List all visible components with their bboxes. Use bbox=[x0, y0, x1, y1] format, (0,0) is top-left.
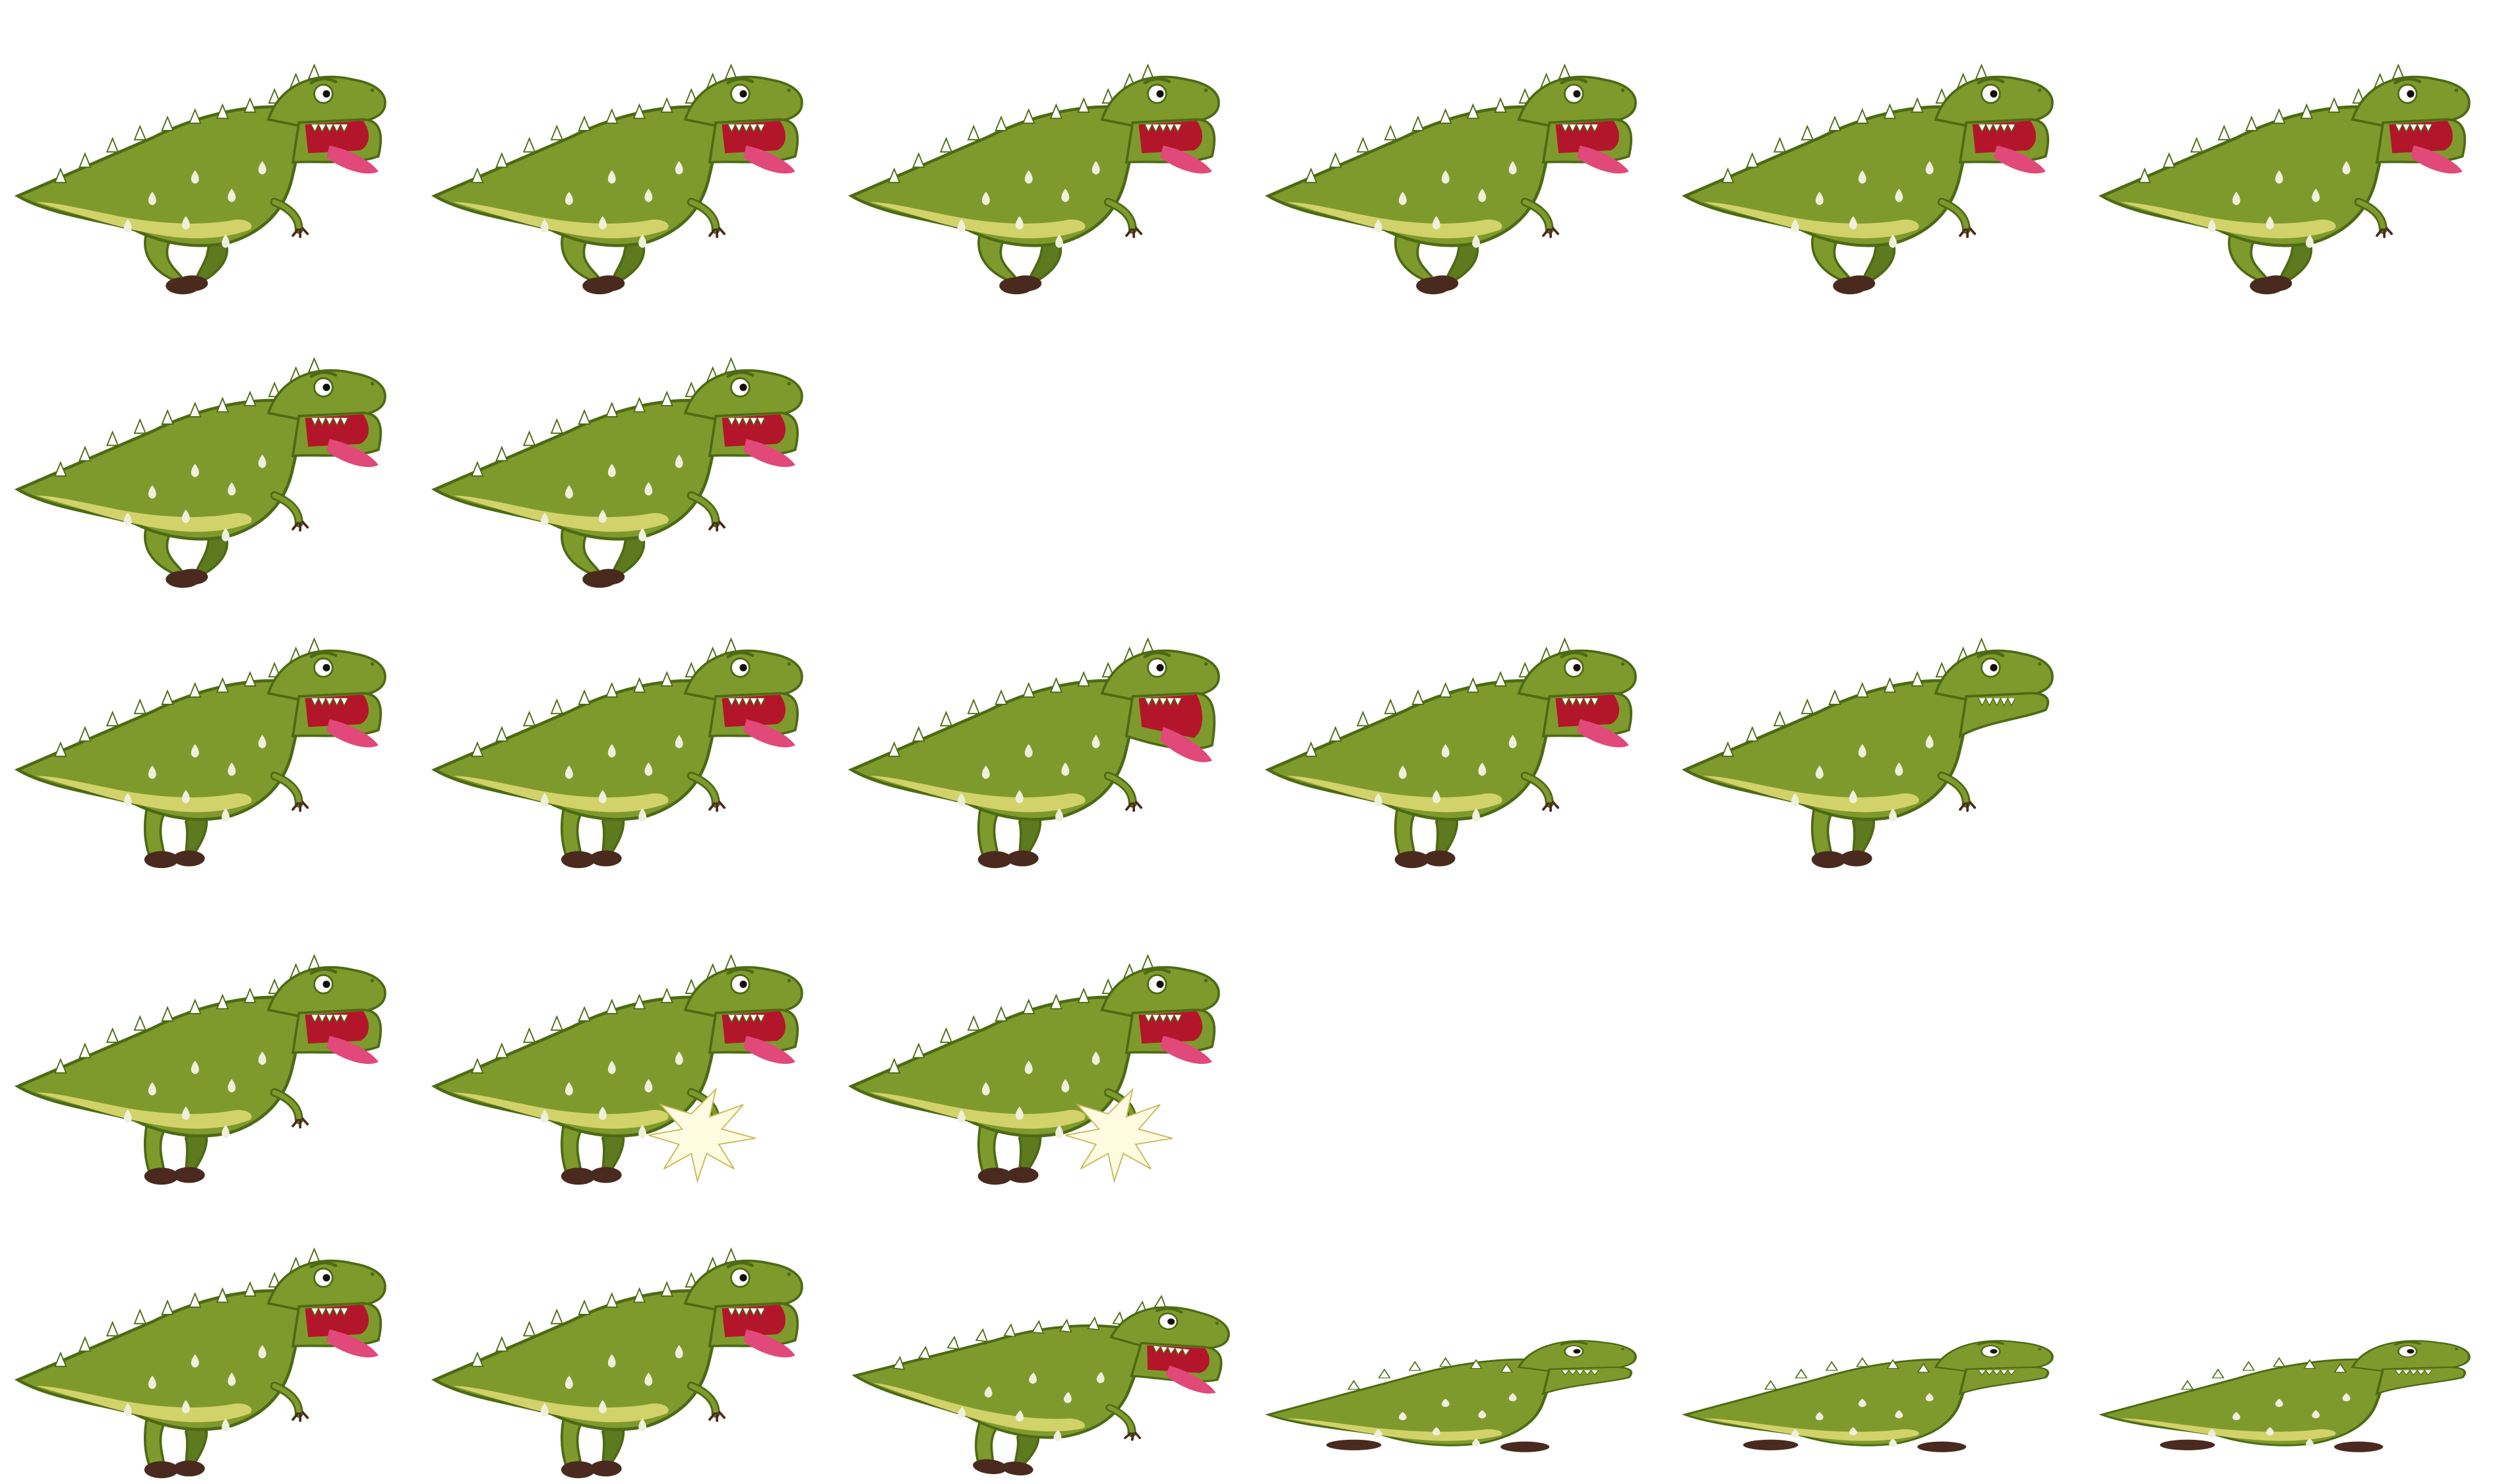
trex-sprite bbox=[14, 63, 386, 295]
sprite-frame-death-3 bbox=[840, 1230, 1230, 1481]
sprite-frame-run-2-2 bbox=[423, 340, 813, 590]
sprite-frame-hurt-2 bbox=[423, 937, 813, 1187]
sprite-frame-death-6 bbox=[2091, 1230, 2480, 1481]
trex-sprite bbox=[847, 637, 1220, 869]
trex-sprite bbox=[851, 1294, 1230, 1475]
trex-sprite bbox=[431, 1247, 803, 1479]
trex-sprite bbox=[431, 954, 803, 1185]
sprite-frame-run-2-1 bbox=[7, 340, 396, 590]
trex-sprite bbox=[431, 63, 803, 295]
trex-sprite bbox=[1264, 63, 1637, 295]
sprite-frame-hurt-1 bbox=[7, 937, 396, 1187]
trex-sprite bbox=[847, 954, 1220, 1185]
sprite-frame-death-1 bbox=[7, 1230, 396, 1481]
sprite-frame-run-1 bbox=[7, 46, 396, 297]
trex-sprite bbox=[1681, 637, 2054, 869]
sprite-frame-idle-roar-1 bbox=[7, 620, 396, 871]
trex-sprite bbox=[2098, 63, 2471, 295]
trex-sprite bbox=[14, 357, 386, 588]
trex-sprite bbox=[14, 1247, 386, 1479]
sprite-frame-run-4 bbox=[1257, 46, 1646, 297]
sprite-frame-idle-roar-4 bbox=[1257, 620, 1646, 871]
trex-sprite bbox=[1264, 1340, 1637, 1452]
trex-sprite bbox=[847, 63, 1220, 295]
sprite-frame-run-6 bbox=[2091, 46, 2480, 297]
trex-sprite bbox=[14, 637, 386, 869]
sprite-frame-run-3 bbox=[840, 46, 1229, 297]
sprite-frame-death-4 bbox=[1257, 1230, 1646, 1481]
trex-sprite bbox=[1681, 63, 2054, 295]
trex-sprite bbox=[14, 954, 386, 1185]
trex-sprite bbox=[431, 357, 803, 588]
sprite-frame-run-5 bbox=[1674, 46, 2063, 297]
sprite-frame-hurt-3 bbox=[840, 937, 1229, 1187]
trex-sprite bbox=[431, 637, 803, 869]
sprite-frame-death-2 bbox=[423, 1230, 813, 1481]
trex-sprite bbox=[1681, 1340, 2054, 1452]
sprite-frame-idle-roar-2 bbox=[423, 620, 813, 871]
sprite-frame-idle-roar-5 bbox=[1674, 620, 2063, 871]
sprite-frame-run-2 bbox=[423, 46, 813, 297]
sprite-frame-death-5 bbox=[1674, 1230, 2063, 1481]
sprite-frame-idle-roar-3 bbox=[840, 620, 1229, 871]
trex-sprite bbox=[1264, 637, 1637, 869]
trex-sprite bbox=[2098, 1340, 2471, 1452]
